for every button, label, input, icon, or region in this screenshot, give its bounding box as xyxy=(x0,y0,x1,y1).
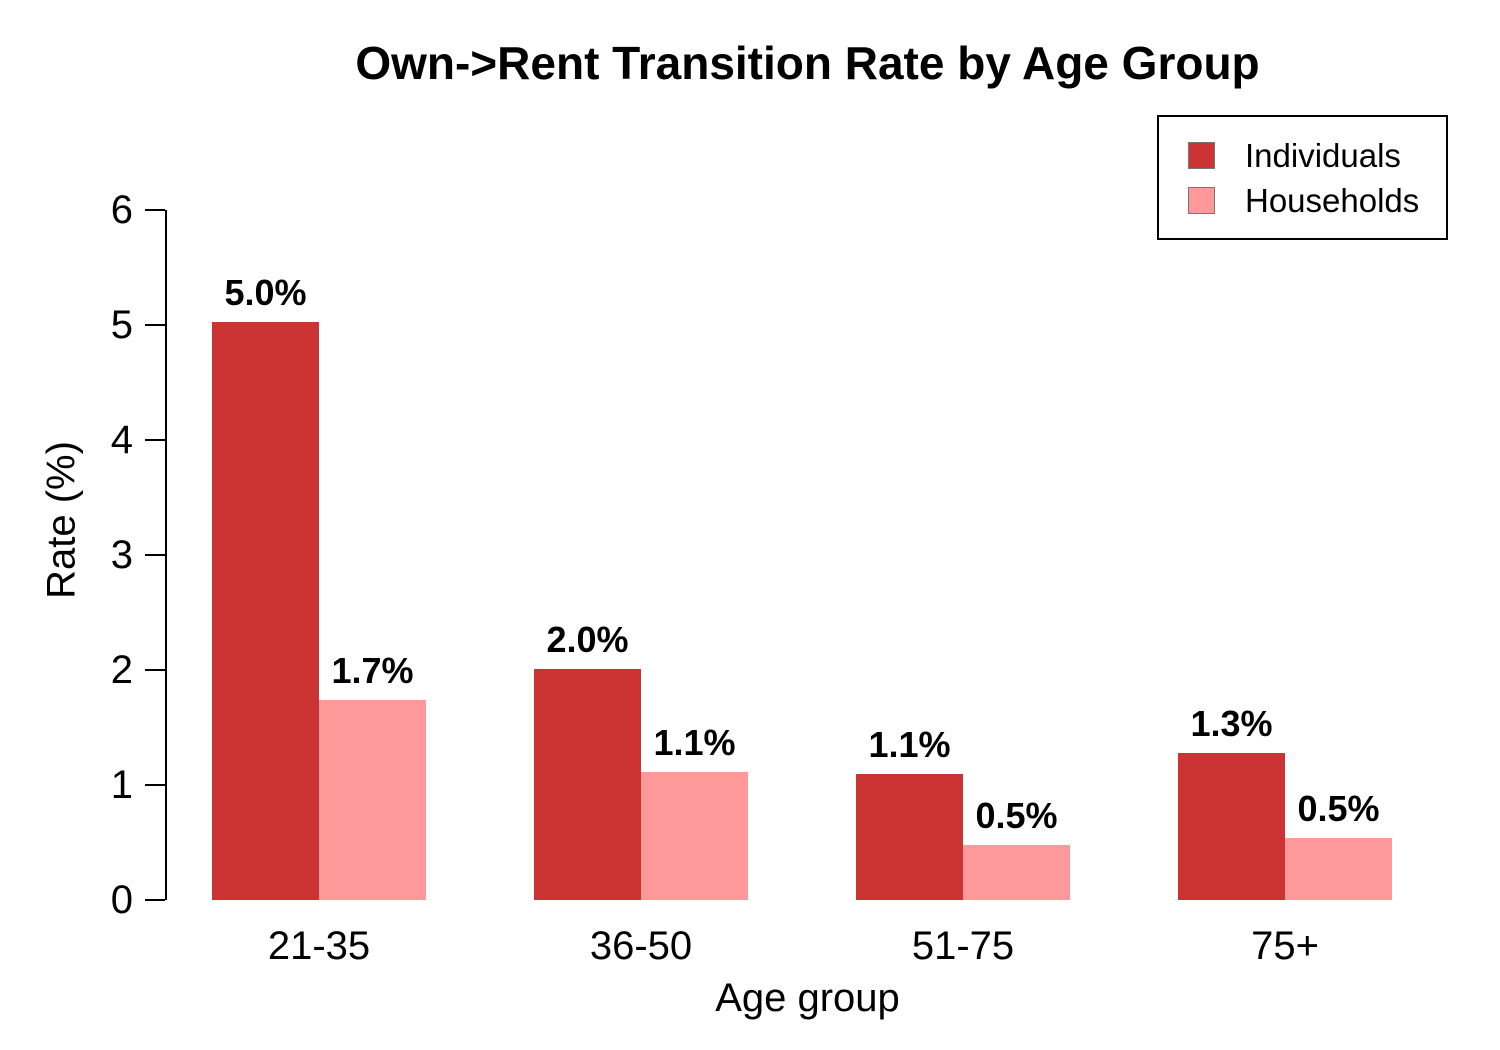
y-tick-label: 2 xyxy=(110,648,133,692)
chart-title: Own->Rent Transition Rate by Age Group xyxy=(355,37,1260,89)
y-tick-mark xyxy=(145,669,165,671)
bar-individuals-75+ xyxy=(1178,752,1285,900)
bar-households-21-35 xyxy=(319,699,426,900)
x-axis-title: Age group xyxy=(715,976,900,1020)
y-tick-label: 0 xyxy=(110,878,133,922)
y-tick-mark xyxy=(145,554,165,556)
value-label-individuals-21-35: 5.0% xyxy=(224,271,307,313)
value-label-households-21-35: 1.7% xyxy=(331,649,414,691)
y-tick-label: 1 xyxy=(110,763,133,807)
value-label-individuals-51-75: 1.1% xyxy=(868,723,951,765)
y-tick-label: 3 xyxy=(110,533,133,577)
y-tick-mark xyxy=(145,209,165,211)
bar-households-36-50 xyxy=(641,772,748,900)
y-tick-mark xyxy=(145,784,165,786)
y-tick-mark xyxy=(145,324,165,326)
legend-swatch-individuals xyxy=(1188,141,1215,169)
x-tick-label-21-35: 21-35 xyxy=(267,924,371,968)
value-label-households-51-75: 0.5% xyxy=(975,794,1058,836)
legend-label-households: Households xyxy=(1245,181,1420,219)
plot-area: 0 1 2 3 4 5 6 5.0% 1.7% 21-35 2.0% 1.1% 36-50 1.1% 0.5… xyxy=(111,190,1450,968)
legend: Individuals Households xyxy=(1157,115,1448,240)
legend-item-households: Households xyxy=(1188,178,1446,223)
x-tick-label-75+: 75+ xyxy=(1251,924,1319,968)
bar-individuals-36-50 xyxy=(534,668,641,900)
y-tick-mark xyxy=(145,439,165,441)
legend-item-individuals: Individuals xyxy=(1188,133,1446,178)
bar-individuals-21-35 xyxy=(212,321,319,900)
bar-households-75+ xyxy=(1285,837,1392,900)
legend-swatch-households xyxy=(1188,186,1215,214)
y-tick-label: 5 xyxy=(110,303,133,347)
value-label-individuals-75+: 1.3% xyxy=(1190,702,1273,744)
bar-individuals-51-75 xyxy=(856,773,963,900)
y-tick-mark xyxy=(145,899,165,901)
legend-label-individuals: Individuals xyxy=(1245,136,1401,174)
y-tick-label: 4 xyxy=(110,418,133,462)
y-tick-label: 6 xyxy=(110,188,133,232)
x-tick-label-51-75: 51-75 xyxy=(911,924,1015,968)
value-label-individuals-36-50: 2.0% xyxy=(546,618,629,660)
value-label-households-75+: 0.5% xyxy=(1297,787,1380,829)
y-axis-title: Rate (%) xyxy=(39,441,84,599)
bar-households-51-75 xyxy=(963,844,1070,900)
value-label-households-36-50: 1.1% xyxy=(653,722,736,764)
y-axis-line xyxy=(165,210,167,900)
x-tick-label-36-50: 36-50 xyxy=(589,924,693,968)
